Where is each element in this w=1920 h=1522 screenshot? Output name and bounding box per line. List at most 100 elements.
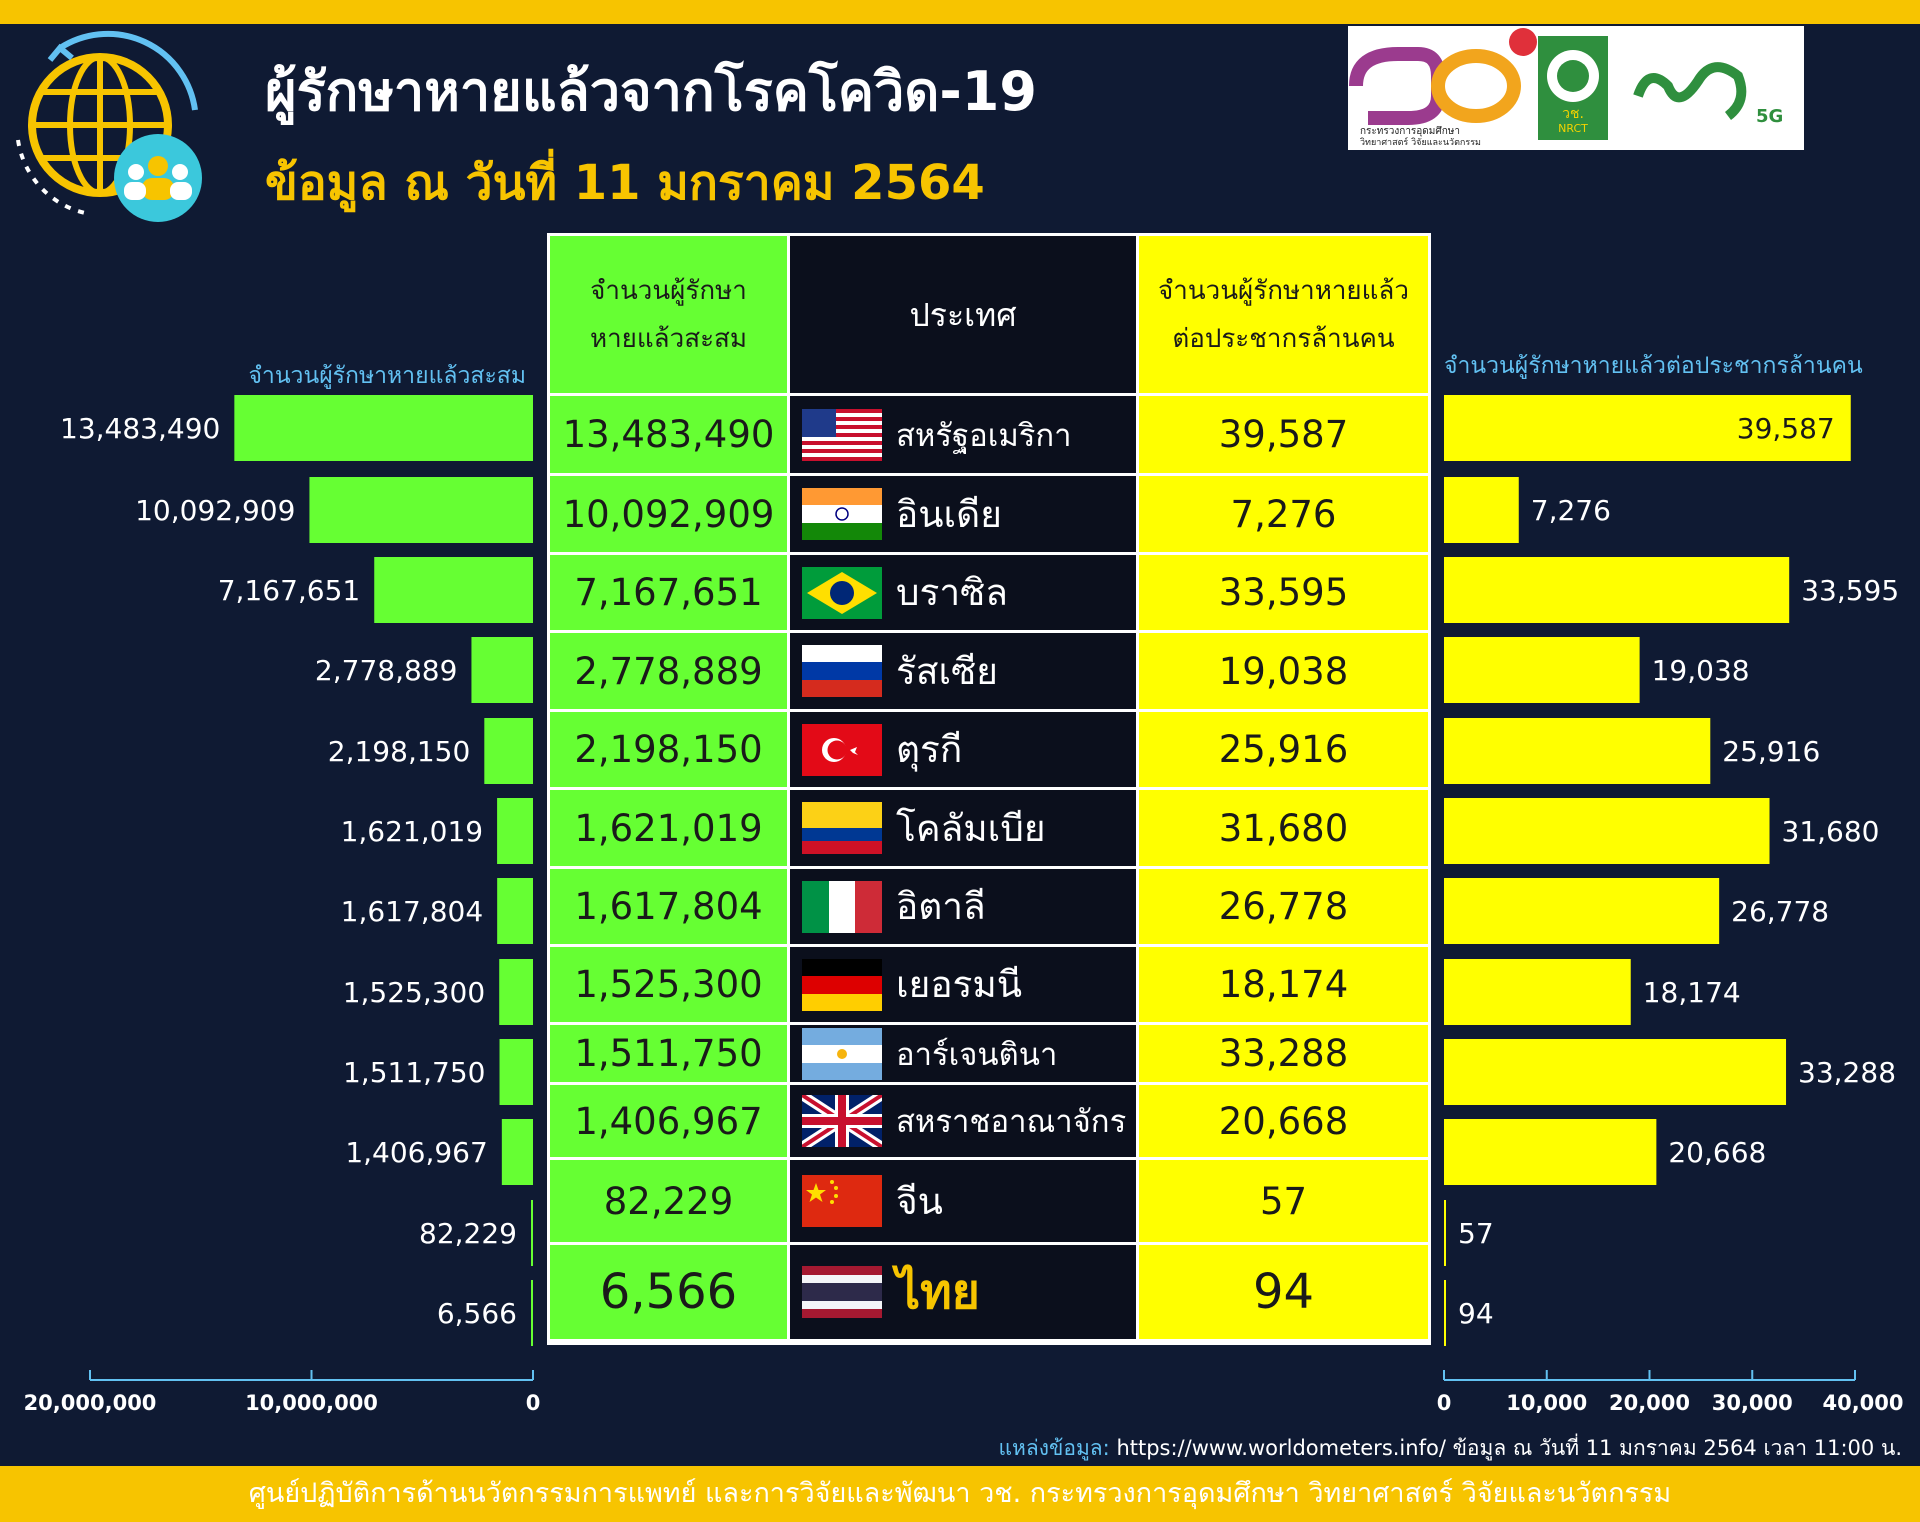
left-bar	[471, 637, 533, 703]
table-cell-country: อินเดีย	[790, 476, 1136, 552]
footer-text: ศูนย์ปฏิบัติการด้านนวัตกรรมการแพทย์ และก…	[248, 1478, 1672, 1509]
table-cell-per-million: 18,174	[1139, 947, 1428, 1022]
table-cell-per-million: 33,595	[1139, 555, 1428, 630]
right-bar-label: 39,587	[1737, 412, 1835, 445]
source-label: แหล่งข้อมูล:	[998, 1436, 1110, 1460]
table-cell-cumulative: 2,778,889	[550, 633, 787, 709]
table-cell-country: จีน	[790, 1160, 1136, 1242]
right-bar-label: 25,916	[1722, 735, 1820, 768]
nrct-line1: วช.	[1562, 106, 1584, 122]
colombia-flag-icon	[802, 802, 882, 854]
table-cell-country: ตุรกี	[790, 712, 1136, 787]
page-title: ผู้รักษาหายแล้วจากโรคโควิด-19	[265, 60, 1037, 123]
right-bar-label: 26,778	[1731, 895, 1829, 928]
left-bar-label: 82,229	[419, 1217, 517, 1250]
left-bar	[484, 718, 533, 784]
country-name: โคลัมเบีย	[896, 806, 1046, 850]
right-bar	[1444, 798, 1770, 864]
left-bar	[374, 557, 533, 623]
bottom-accent-bar	[0, 1466, 1920, 1522]
right-bar-label: 33,288	[1798, 1056, 1896, 1089]
table-cell-country: โคลัมเบีย	[790, 790, 1136, 866]
left-bar	[497, 878, 533, 944]
table-cell-per-million: 57	[1139, 1160, 1428, 1242]
table-cell-per-million: 39,587	[1139, 396, 1428, 473]
country-name: อาร์เจนตินา	[896, 1036, 1058, 1073]
table-cell-country: รัสเซีย	[790, 633, 1136, 709]
left-bar	[499, 1039, 533, 1105]
country-name: บราซิล	[896, 571, 1008, 614]
right-bar-label: 19,038	[1652, 654, 1750, 687]
india-flag-icon	[802, 488, 882, 540]
right-bar-label: 94	[1458, 1297, 1494, 1330]
source-text: https://www.worldometers.info/ ข้อมูล ณ …	[1116, 1436, 1902, 1460]
left-bar	[234, 395, 533, 461]
table-cell-cumulative: 1,617,804	[550, 869, 787, 944]
country-name: สหราชอาณาจักร	[896, 1104, 1127, 1140]
right-axis	[1443, 1370, 1856, 1381]
right-bar	[1444, 1280, 1446, 1346]
left-bar	[531, 1280, 533, 1346]
header-country: ประเทศ	[790, 236, 1136, 393]
right-tick-label: 30,000	[1712, 1391, 1793, 1415]
right-tick-label: 40,000	[1822, 1391, 1903, 1415]
right-chart-title: จำนวนผู้รักษาหายแล้วต่อประชากรล้านคน	[1444, 353, 1863, 379]
table-cell-per-million: 25,916	[1139, 712, 1428, 787]
usa-flag-icon	[802, 408, 882, 461]
right-bar	[1444, 959, 1631, 1025]
right-bar-label: 57	[1458, 1217, 1494, 1250]
table-cell-per-million: 19,038	[1139, 633, 1428, 709]
argentina-flag-icon	[802, 1027, 882, 1080]
table-cell-cumulative: 1,525,300	[550, 947, 787, 1022]
table-cell-per-million: 31,680	[1139, 790, 1428, 866]
left-bar-label: 1,621,019	[341, 815, 484, 848]
table-cell-per-million: 20,668	[1139, 1085, 1428, 1157]
table-cell-cumulative: 82,229	[550, 1160, 787, 1242]
right-bar	[1444, 477, 1519, 543]
nrct-line2: NRCT	[1558, 122, 1588, 135]
page-subtitle: ข้อมูล ณ วันที่ 11 มกราคม 2564	[265, 155, 985, 211]
table-cell-country: เยอรมนี	[790, 947, 1136, 1022]
logo-panel: วช. NRCT 5G กระทรวงการอุดมศึกษา วิทยาศาส…	[1348, 26, 1804, 150]
right-bar-label: 33,595	[1801, 574, 1899, 607]
china-flag-icon	[802, 1175, 882, 1227]
globe-people-icon	[16, 30, 202, 222]
left-bar-label: 7,167,651	[218, 574, 361, 607]
left-axis	[89, 1370, 534, 1381]
right-bar-label: 20,668	[1668, 1136, 1766, 1169]
country-name: อินเดีย	[896, 492, 1002, 536]
country-name: อิตาลี	[896, 885, 986, 928]
table-cell-per-million: 94	[1139, 1245, 1428, 1339]
right-bar	[1444, 637, 1640, 703]
right-bar	[1444, 1039, 1787, 1105]
left-bar-label: 13,483,490	[60, 412, 220, 445]
right-bar	[1444, 557, 1790, 623]
russia-flag-icon	[802, 645, 882, 697]
table-cell-per-million: 33,288	[1139, 1025, 1428, 1082]
left-tick-label: 20,000,000	[24, 1391, 157, 1415]
ministry-logo-icon: วช. NRCT 5G กระทรวงการอุดมศึกษา วิทยาศาส…	[1349, 28, 1783, 148]
right-bar	[1444, 718, 1711, 784]
right-bar	[1444, 1119, 1657, 1185]
table-cell-cumulative: 1,406,967	[550, 1085, 787, 1157]
country-name: รัสเซีย	[896, 649, 998, 693]
table-cell-cumulative: 13,483,490	[550, 396, 787, 473]
left-bar-label: 1,617,804	[341, 895, 484, 928]
table-cell-country: บราซิล	[790, 555, 1136, 630]
right-bar-label: 7,276	[1531, 494, 1611, 527]
left-tick-label: 10,000,000	[245, 1391, 378, 1415]
table-cell-per-million: 7,276	[1139, 476, 1428, 552]
table-cell-country: อิตาลี	[790, 869, 1136, 944]
italy-flag-icon	[802, 880, 882, 933]
table-cell-cumulative: 1,621,019	[550, 790, 787, 866]
right-bar-chart: 39,587 7,276 33,595 19,038 25,916 31,680 26,77…	[1437, 395, 1904, 1415]
left-bar	[501, 1119, 533, 1185]
left-tick-label: 0	[526, 1391, 541, 1415]
header-cumulative: จำนวนผู้รักษาหายแล้วสะสม	[550, 236, 787, 393]
right-tick-label: 0	[1437, 1391, 1452, 1415]
table-cell-country: สหรัฐอเมริกา	[790, 396, 1136, 473]
brand-badge: 5G	[1756, 106, 1783, 127]
left-bar	[309, 477, 533, 543]
thailand-flag-icon	[802, 1266, 882, 1318]
